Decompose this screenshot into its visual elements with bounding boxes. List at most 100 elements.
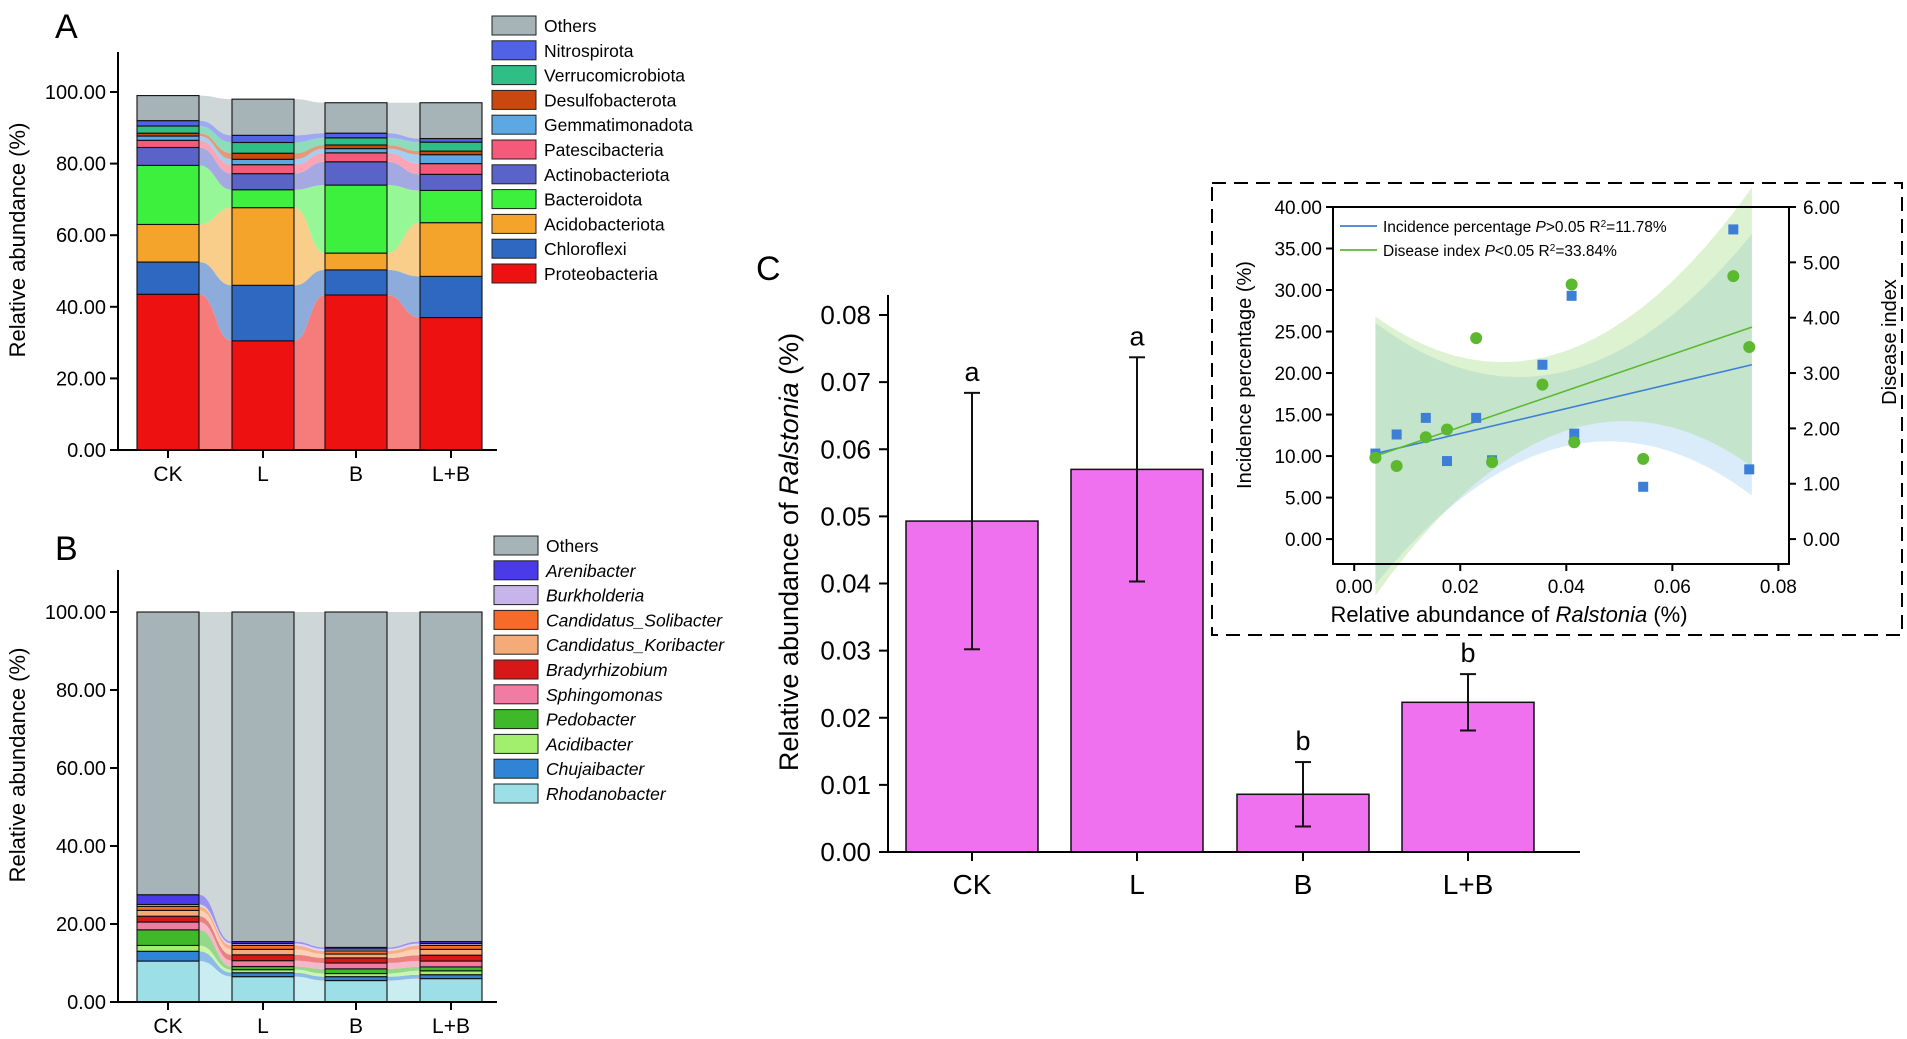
inset-point-incidence-percentage (1420, 412, 1431, 423)
a-flow-proteobacteria (199, 294, 232, 450)
b-legend-label-sphingomonas: Sphingomonas (546, 685, 663, 705)
b-legend-swatch-sphingomonas (493, 684, 539, 705)
inset-point-disease-index (1470, 332, 1483, 345)
b-bar-ck-candidatus-solibacter (136, 905, 200, 911)
b-legend-label-candidatus-solibacter: Candidatus_Solibacter (546, 610, 723, 630)
b-ytick-label: 40.00 (56, 836, 106, 858)
b-flow-acidibacter (387, 970, 420, 977)
b-legend-label-pedobacter: Pedobacter (546, 710, 637, 730)
b-bar-l-candidatus-solibacter (231, 944, 295, 950)
a-flow-bacteroidota (199, 165, 232, 225)
a-flow-patescibacteria (199, 140, 232, 174)
inset-ytick-right-label: 6.00 (1803, 198, 1840, 219)
c-xtick-label: L (1129, 869, 1145, 900)
a-bar-l-verrucomicrobiota (231, 141, 295, 154)
inset-ytick-left-label: 30.00 (1274, 281, 1322, 302)
a-legend-label-desulfobacterota: Desulfobacterota (544, 90, 677, 110)
a-flow-verrucomicrobiota (199, 126, 232, 154)
a-xtick-label: L (257, 463, 269, 486)
panel-c-ylabel: Relative abundance of Ralstonia (%) (774, 333, 804, 771)
b-xtick-label: CK (153, 1015, 182, 1038)
c-xtick-label: CK (953, 869, 992, 900)
a-bar-l-proteobacteria (231, 340, 295, 451)
a-bar-b-gemmatimonadota (324, 148, 388, 154)
b-legend-swatch-pedobacter (493, 709, 539, 730)
b-legend-swatch-arenibacter (493, 560, 539, 581)
a-bar-b-proteobacteria (324, 294, 388, 451)
a-legend-label-acidobacteriota: Acidobacteriota (544, 214, 665, 234)
inset-ytick-right-label: 5.00 (1803, 253, 1840, 274)
a-flow-chloroflexi (199, 262, 232, 341)
b-bar-ck-others (136, 611, 200, 896)
inset-point-disease-index (1536, 378, 1549, 391)
b-bar-ck-chujaibacter (136, 950, 200, 962)
a-legend-label-chloroflexi: Chloroflexi (544, 239, 627, 259)
b-flow-others (199, 612, 232, 942)
a-bar-ck-nitrospirota (136, 120, 200, 127)
inset-point-disease-index (1419, 431, 1432, 444)
b-flow-acidibacter (294, 969, 325, 977)
c-significance-l-b: b (1460, 638, 1475, 668)
b-bar-l-bradyrhizobium (231, 954, 295, 962)
b-flow-burkholderia (294, 943, 325, 951)
inset-point-incidence-percentage (1744, 464, 1755, 475)
b-legend-swatch-candidatus-koribacter (493, 634, 539, 655)
b-flow-acidibacter (199, 945, 232, 973)
a-flow-verrucomicrobiota (387, 137, 420, 152)
a-bar-l-chloroflexi (231, 284, 295, 342)
a-legend-swatch-acidobacteriota (491, 213, 537, 234)
b-bar-b-others (324, 611, 388, 948)
inset-ytick-right-label: 4.00 (1803, 309, 1840, 330)
b-bar-b-sphingomonas (324, 962, 388, 970)
a-bar-l-b-actinobacteriota (419, 173, 483, 191)
b-legend-label-acidibacter: Acidibacter (545, 734, 634, 754)
inset-xtick-label: 0.08 (1760, 577, 1797, 598)
b-bar-l-b-candidatus-koribacter (419, 948, 483, 956)
a-ytick-label: 60.00 (56, 225, 106, 247)
a-ytick-label: 100.00 (45, 82, 106, 104)
b-legend-swatch-bradyrhizobium (493, 659, 539, 680)
a-bar-l-others (231, 98, 295, 136)
b-legend-swatch-rhodanobacter (493, 783, 539, 804)
a-bar-l-desulfobacterota (231, 152, 295, 160)
a-bar-b-patescibacteria (324, 152, 388, 163)
c-ytick-label: 0.08 (820, 300, 871, 330)
a-flow-acidobacteriota (199, 207, 232, 286)
b-bar-ck-bradyrhizobium (136, 915, 200, 923)
b-flow-burkholderia (199, 904, 232, 946)
a-bar-l-bacteroidota (231, 189, 295, 209)
inset-point-disease-index (1565, 278, 1578, 291)
b-ytick-label: 20.00 (56, 914, 106, 936)
b-bar-b-rhodanobacter (324, 979, 388, 1003)
a-legend-swatch-proteobacteria (491, 263, 537, 284)
inset-ytick-left-label: 5.00 (1285, 489, 1322, 510)
a-flow-bacteroidota (387, 185, 420, 254)
b-legend-label-candidatus-koribacter: Candidatus_Koribacter (546, 635, 725, 655)
b-bar-l-candidatus-koribacter (231, 948, 295, 956)
b-bar-ck-rhodanobacter (136, 960, 200, 1003)
a-flow-gemmatimonadota (199, 136, 232, 165)
a-flow-nitrospirota (387, 133, 420, 143)
inset-xtick-label: 0.00 (1336, 577, 1373, 598)
b-bar-l-others (231, 611, 295, 943)
a-bar-ck-chloroflexi (136, 261, 200, 295)
inset-xtick-label: 0.02 (1442, 577, 1479, 598)
a-flow-desulfobacterota (199, 133, 232, 160)
c-ytick-label: 0.02 (820, 703, 871, 733)
inset-point-incidence-percentage (1391, 429, 1402, 440)
inset-point-disease-index (1637, 452, 1650, 465)
b-bar-ck-candidatus-koribacter (136, 909, 200, 917)
a-bar-ck-proteobacteria (136, 293, 200, 451)
a-bar-b-acidobacteriota (324, 252, 388, 271)
b-flow-pedobacter (199, 929, 232, 970)
a-bar-b-others (324, 102, 388, 134)
b-flow-arenibacter (387, 941, 420, 949)
b-ytick-label: 100.00 (45, 602, 106, 624)
a-bar-ck-bacteroidota (136, 164, 200, 226)
inset-ytick-left-label: 10.00 (1274, 447, 1322, 468)
a-bar-b-verrucomicrobiota (324, 137, 388, 146)
b-flow-arenibacter (199, 894, 232, 944)
inset-point-disease-index (1486, 456, 1499, 469)
b-flow-chujaibacter (294, 972, 325, 981)
